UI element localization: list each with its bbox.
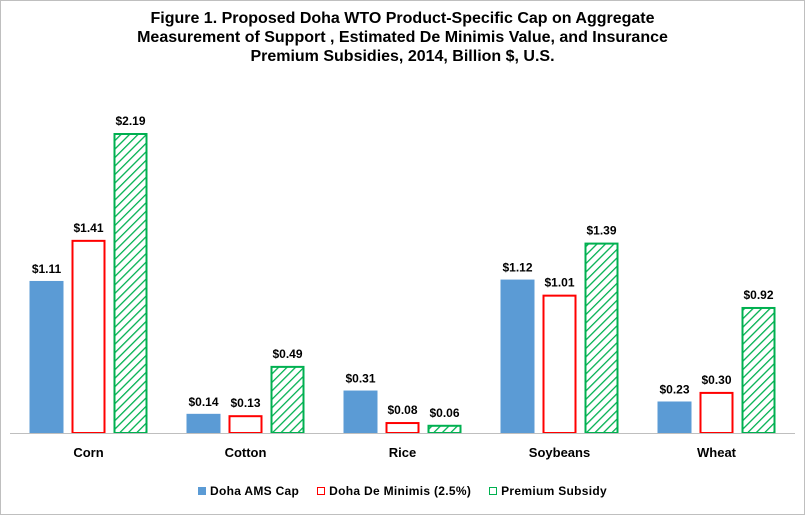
value-label-soybeans-series-2: $1.01 (544, 276, 574, 290)
value-label-wheat-series-1: $0.23 (659, 382, 689, 396)
value-label-cotton-series-2: $0.13 (230, 396, 260, 410)
legend-label-doha-de-minimis: Doha De Minimis (2.5%) (329, 484, 472, 498)
x-tick-label-wheat: Wheat (697, 445, 737, 460)
x-tick-label-cotton: Cotton (225, 445, 267, 460)
x-tick-labels: Corn Cotton Rice Soybeans Wheat (73, 445, 736, 460)
x-tick-label-soybeans: Soybeans (529, 445, 590, 460)
legend-label-premium-subsidy: Premium Subsidy (501, 484, 607, 498)
value-label-rice-series-3: $0.06 (429, 406, 459, 420)
value-label-cotton-series-1: $0.14 (188, 395, 218, 409)
legend-item-premium-subsidy: Premium Subsidy (489, 484, 607, 498)
legend-label-doha-ams-cap: Doha AMS Cap (209, 484, 300, 498)
bar-wheat-series-2 (699, 391, 734, 435)
bar-cotton-series-3 (270, 365, 305, 434)
value-label-corn-series-2: $1.41 (73, 221, 103, 235)
bars-group: $1.11 $1.41 $2.19 $0.14 $0.13 $0.49 $0.31 $0.08… (29, 114, 776, 435)
bar-rice-series-3 (427, 424, 462, 435)
bar-soybeans-series-1 (500, 279, 535, 433)
legend-item-doha-ams-cap: Doha AMS Cap (197, 484, 300, 498)
legend-swatch-green (489, 487, 498, 495)
value-label-soybeans-series-3: $1.39 (586, 224, 616, 238)
chart-title-line-2: Measurement of Support , Estimated De Mi… (137, 29, 668, 46)
x-tick-label-corn: Corn (73, 445, 103, 460)
value-label-rice-series-2: $0.08 (387, 403, 417, 417)
bar-cotton-series-2 (228, 415, 263, 434)
bar-rice-series-2 (385, 422, 420, 435)
bar-soybeans-series-3 (584, 242, 619, 434)
chart-title-line-1: Figure 1. Proposed Doha WTO Product-Spec… (150, 10, 655, 27)
legend-swatch-blue (197, 487, 206, 495)
value-label-wheat-series-3: $0.92 (743, 288, 773, 302)
bar-corn-series-1 (29, 280, 64, 433)
bar-soybeans-series-2 (542, 294, 577, 434)
bar-cotton-series-1 (186, 413, 221, 433)
bar-corn-series-2 (71, 239, 106, 434)
value-label-rice-series-1: $0.31 (345, 372, 375, 386)
bar-wheat-series-1 (657, 401, 692, 433)
chart-title: Figure 1. Proposed Doha WTO Product-Spec… (0, 9, 805, 66)
value-label-cotton-series-3: $0.49 (272, 347, 302, 361)
value-label-corn-series-1: $1.11 (32, 262, 62, 276)
legend-item-doha-de-minimis: Doha De Minimis (2.5%) (317, 484, 471, 498)
x-tick-label-rice: Rice (389, 445, 416, 460)
legend-swatch-red (317, 487, 326, 495)
bar-wheat-series-3 (741, 306, 776, 434)
chart-title-line-3: Premium Subsidies, 2014, Billion $, U.S. (250, 48, 555, 65)
bar-rice-series-1 (343, 390, 378, 433)
value-label-wheat-series-2: $0.30 (701, 373, 731, 387)
value-label-soybeans-series-1: $1.12 (502, 261, 532, 275)
bar-corn-series-3 (113, 133, 148, 434)
value-label-corn-series-3: $2.19 (115, 114, 145, 128)
legend: Doha AMS Cap Doha De Minimis (2.5%) Prem… (0, 484, 805, 498)
